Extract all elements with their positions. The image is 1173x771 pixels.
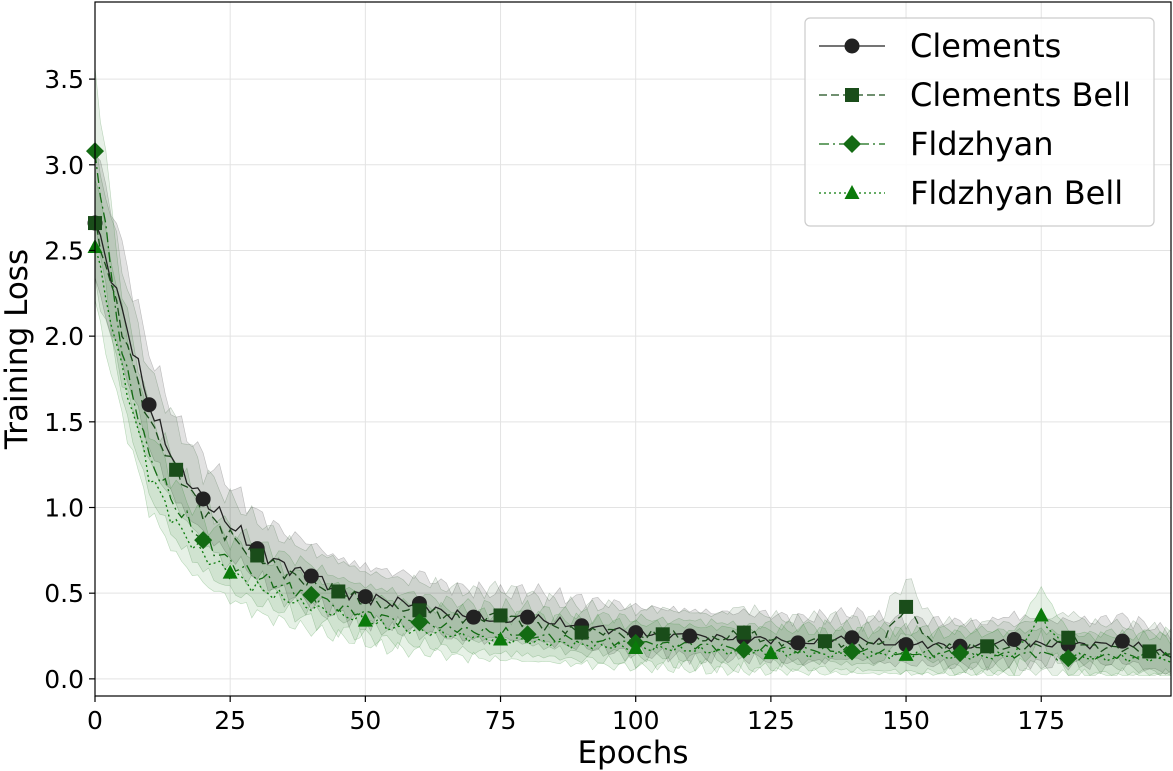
marker-square bbox=[980, 639, 995, 654]
marker-circle bbox=[141, 397, 157, 413]
marker-square bbox=[250, 548, 265, 563]
plot-frame bbox=[94, 1, 1172, 697]
marker-triangle bbox=[763, 645, 779, 660]
y-tick-label: 2.0 bbox=[44, 322, 84, 351]
legend-label: Clements Bell bbox=[910, 76, 1131, 114]
y-tick-label: 3.5 bbox=[44, 65, 84, 94]
series-markers bbox=[86, 142, 1157, 668]
legend-marker-triangle bbox=[844, 185, 860, 199]
marker-triangle bbox=[357, 612, 373, 627]
marker-triangle bbox=[493, 631, 509, 646]
x-axis-label: Epochs bbox=[577, 735, 688, 771]
marker-diamond bbox=[734, 640, 753, 659]
x-tick-label: 75 bbox=[485, 706, 517, 735]
band-3 bbox=[94, 179, 1172, 676]
marker-square bbox=[493, 608, 508, 623]
marker-circle bbox=[628, 625, 644, 641]
x-tick-label: 150 bbox=[882, 706, 930, 735]
marker-diamond bbox=[410, 613, 429, 632]
y-tick-label: 2.5 bbox=[44, 236, 84, 265]
legend-marker-circle bbox=[844, 38, 860, 54]
marker-square bbox=[1142, 644, 1157, 659]
x-tick-label: 175 bbox=[1017, 706, 1065, 735]
marker-circle bbox=[844, 630, 860, 646]
marker-triangle bbox=[1033, 607, 1049, 622]
marker-circle bbox=[1006, 631, 1022, 647]
x-tick-label: 125 bbox=[747, 706, 795, 735]
legend-box bbox=[804, 17, 1155, 227]
y-axis-ticks: 0.0 0.5 1.0 1.5 2.0 2.5 3.0 3.5 bbox=[44, 65, 95, 694]
marker-diamond bbox=[194, 531, 213, 550]
grid bbox=[94, 2, 1171, 696]
legend-marker-square bbox=[845, 88, 859, 102]
x-tick-label: 0 bbox=[87, 706, 103, 735]
marker-diamond bbox=[951, 644, 970, 663]
marker-circle bbox=[465, 609, 481, 625]
series-line-1 bbox=[94, 214, 1172, 658]
marker-circle bbox=[898, 637, 914, 653]
y-tick-label: 1.5 bbox=[44, 408, 84, 437]
marker-circle bbox=[195, 491, 211, 507]
marker-diamond bbox=[518, 625, 537, 644]
marker-triangle bbox=[628, 640, 644, 655]
x-tick-label: 50 bbox=[349, 706, 381, 735]
x-axis-ticks: 0 25 50 75 100 125 150 175 bbox=[87, 696, 1065, 735]
marker-square bbox=[169, 462, 184, 477]
marker-circle bbox=[790, 635, 806, 651]
marker-circle bbox=[520, 609, 536, 625]
marker-triangle bbox=[898, 646, 914, 661]
legend: Clements Clements Bell Fldzhyan Fldzhyan Be… bbox=[804, 17, 1155, 227]
marker-diamond bbox=[1059, 649, 1078, 668]
marker-circle bbox=[357, 589, 373, 605]
marker-square bbox=[817, 634, 832, 649]
marker-triangle bbox=[222, 564, 238, 579]
marker-square bbox=[899, 599, 914, 614]
y-tick-label: 0.0 bbox=[44, 665, 84, 694]
y-tick-label: 3.0 bbox=[44, 151, 84, 180]
series-line-3 bbox=[94, 246, 1172, 663]
legend-label: Fldzhyan Bell bbox=[910, 174, 1123, 212]
marker-square bbox=[574, 625, 589, 640]
marker-circle bbox=[303, 568, 319, 584]
marker-circle bbox=[682, 628, 698, 644]
marker-square bbox=[1061, 630, 1076, 645]
marker-square bbox=[736, 625, 751, 640]
marker-square bbox=[655, 627, 670, 642]
legend-label: Fldzhyan bbox=[910, 125, 1054, 163]
y-tick-label: 0.5 bbox=[44, 579, 84, 608]
marker-diamond bbox=[302, 585, 321, 604]
legend-marker-diamond bbox=[843, 135, 861, 153]
x-tick-label: 100 bbox=[612, 706, 660, 735]
marker-square bbox=[412, 603, 427, 618]
x-tick-label: 25 bbox=[214, 706, 246, 735]
y-axis-label: Training Loss bbox=[0, 249, 35, 450]
legend-label: Clements bbox=[910, 27, 1061, 65]
marker-diamond bbox=[842, 642, 861, 661]
marker-circle bbox=[1114, 633, 1130, 649]
y-tick-label: 1.0 bbox=[44, 494, 84, 523]
marker-square bbox=[331, 584, 346, 599]
